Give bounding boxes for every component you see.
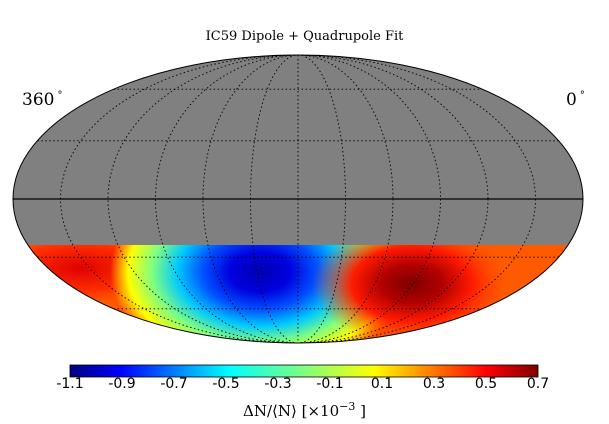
masked-region: [13, 55, 583, 246]
hot-spot: [312, 245, 512, 343]
colorbar-tick-label: 0.3: [422, 376, 446, 392]
sky-map-fill: [13, 55, 583, 343]
colorbar-tick-label: 0.1: [370, 376, 394, 392]
colorbar: [69, 364, 539, 378]
colorbar-tick-label: -1.1: [56, 376, 84, 392]
colorbar-tick-label: 0.5: [474, 376, 498, 392]
longitude-label-right: 0 °: [566, 90, 585, 110]
longitude-label-left: 360 °: [22, 90, 63, 110]
colorbar-tick-label: -0.3: [264, 376, 292, 392]
colorbar-tick-label: -0.1: [316, 376, 344, 392]
colorbar-tick-label: 0.7: [526, 376, 550, 392]
map-outline: [12, 54, 584, 344]
colorbar-label: ΔN/⟨N⟩ [×10−3 ]: [243, 400, 366, 420]
colorbar-ticks: -1.1 -0.9 -0.7 -0.5 -0.3 -0.1 0.1 0.3 0.5 0.7: [0, 376, 609, 396]
colorbar-tick-label: -0.9: [108, 376, 136, 392]
map-title: IC59 Dipole + Quadrupole Fit: [205, 29, 404, 44]
colorbar-tick-label: -0.5: [212, 376, 240, 392]
colorbar-tick-label: -0.7: [160, 376, 188, 392]
